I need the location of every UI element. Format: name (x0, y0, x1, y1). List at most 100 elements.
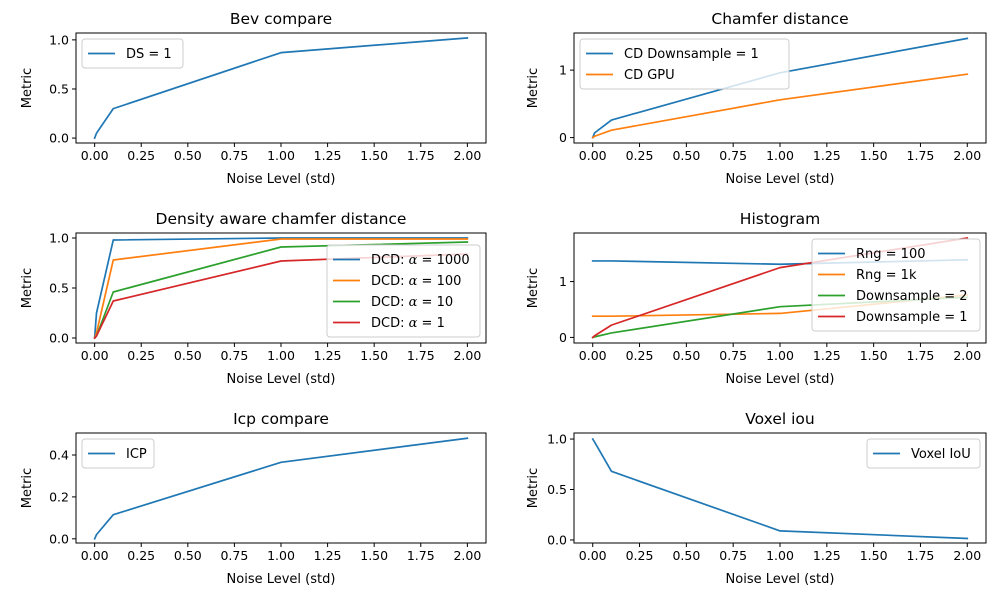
legend-entry: DCD: α = 1 (371, 316, 445, 331)
legend: Voxel IoU (866, 438, 981, 469)
x-tick-label: 0.50 (672, 148, 700, 163)
x-axis-label: Noise Level (std) (726, 372, 835, 387)
x-tick-label: 0.00 (579, 548, 607, 563)
x-tick-label: 1.00 (766, 148, 794, 163)
x-tick-label: 0.25 (127, 148, 155, 163)
x-tick-label: 1.25 (314, 348, 342, 363)
x-tick-label: 0.50 (672, 348, 700, 363)
legend-entry: Rng = 100 (856, 247, 926, 262)
legend-entry: Downsample = 2 (856, 289, 968, 304)
x-tick-label: 1.50 (360, 348, 388, 363)
y-tick-label: 0.0 (49, 331, 69, 346)
x-tick-label: 1.50 (860, 548, 888, 563)
subplot-bev: Bev compare 0.00 0.25 0.50 0.75 1.00 1.25 1.50 1… (20, 10, 487, 187)
series-line-1 (591, 37, 969, 139)
y-axis-label: Metric (526, 268, 541, 308)
x-tick-label: 1.25 (813, 148, 841, 163)
x-tick-label: 1.75 (907, 148, 935, 163)
x-tick-label: 1.00 (267, 348, 295, 363)
x-tick-label: 0.00 (579, 148, 607, 163)
legend-box (81, 38, 184, 69)
chart-title: Bev compare (230, 10, 332, 28)
x-tick-label: 1.50 (360, 548, 388, 563)
x-axis-label: Noise Level (std) (227, 372, 336, 387)
y-tick-label: 0 (559, 330, 567, 345)
x-tick-label: 2.00 (953, 148, 981, 163)
legend-box (811, 238, 981, 332)
x-tick-label: 2.00 (953, 548, 981, 563)
y-tick-label: 1.0 (547, 432, 567, 447)
x-tick-label: 0.25 (127, 548, 155, 563)
y-axis-label: Metric (20, 468, 35, 508)
chart-title: Chamfer distance (711, 10, 848, 28)
x-axis-label: Noise Level (std) (726, 172, 835, 187)
x-axis-label: Noise Level (std) (227, 572, 336, 587)
legend-entry: CD Downsample = 1 (624, 47, 759, 62)
y-tick-label: 0.0 (49, 531, 69, 546)
x-tick-label: 1.25 (314, 148, 342, 163)
y-tick-label: 1.0 (49, 231, 69, 246)
x-tick-label: 0.75 (220, 148, 248, 163)
x-tick-label: 1.00 (267, 148, 295, 163)
x-tick-label: 2.00 (453, 548, 481, 563)
x-tick-label: 0.75 (220, 548, 248, 563)
y-axis-label: Metric (526, 68, 541, 108)
series-line-1 (591, 437, 969, 540)
subplot-histogram: Histogram 0.00 0.25 0.50 0.75 1.00 1.25 1.50 1.7… (526, 210, 987, 387)
x-tick-label: 0.25 (127, 348, 155, 363)
x-tick-label: 0.75 (719, 148, 747, 163)
x-tick-label: 1.75 (907, 548, 935, 563)
legend: Rng = 100 Rng = 1k Downsample = 2 Downsampl… (811, 238, 981, 332)
legend-entry: Rng = 1k (856, 268, 917, 283)
y-tick-label: 1 (559, 63, 567, 78)
legend-box (81, 438, 155, 469)
x-tick-label: 0.50 (174, 148, 202, 163)
y-tick-label: 0.5 (49, 81, 69, 96)
series-line-2 (93, 238, 469, 340)
y-tick-label: 0.0 (547, 532, 567, 547)
x-tick-label: 1.25 (314, 548, 342, 563)
subplot-icp: Icp compare 0.00 0.25 0.50 0.75 1.00 1.25 1.50 1… (20, 410, 487, 587)
legend-entry: CD GPU (624, 68, 675, 83)
y-tick-label: 0.0 (49, 131, 69, 146)
series-line-1 (93, 237, 469, 339)
y-tick-label: 0.2 (49, 489, 69, 504)
legend-entry: ICP (126, 447, 147, 462)
x-tick-label: 1.00 (766, 548, 794, 563)
legend-entry: DCD: α = 100 (371, 274, 461, 289)
subplot-dcd: Density aware chamfer distance 0.00 0.25 0.… (20, 210, 487, 387)
x-tick-label: 0.75 (220, 348, 248, 363)
x-tick-label: 1.25 (813, 348, 841, 363)
subplot-voxel: Voxel iou 0.00 0.25 0.50 0.75 1.00 1.25 1.50 1.7… (526, 410, 987, 587)
y-tick-label: 1 (559, 274, 567, 289)
x-tick-label: 0.25 (626, 348, 654, 363)
y-axis-label: Metric (20, 268, 35, 308)
x-tick-label: 0.75 (719, 348, 747, 363)
legend-box (579, 38, 790, 90)
y-tick-label: 0 (559, 130, 567, 145)
subplot-chamfer: Chamfer distance 0.00 0.25 0.50 0.75 1.00 1.25… (526, 10, 987, 187)
x-tick-label: 1.25 (813, 548, 841, 563)
x-tick-label: 1.50 (860, 148, 888, 163)
series-line-1 (93, 437, 469, 540)
chart-title: Voxel iou (745, 410, 815, 428)
x-tick-label: 0.25 (626, 548, 654, 563)
x-tick-label: 2.00 (453, 348, 481, 363)
legend-entry: DCD: α = 1000 (371, 253, 470, 268)
series-line-1 (93, 36, 469, 140)
legend-entry: DCD: α = 10 (371, 295, 453, 310)
chart-title: Histogram (740, 210, 820, 228)
x-tick-label: 1.75 (907, 348, 935, 363)
x-tick-label: 1.50 (360, 148, 388, 163)
chart-title: Density aware chamfer distance (156, 210, 407, 228)
x-tick-label: 2.00 (453, 148, 481, 163)
y-tick-label: 0.4 (49, 448, 69, 463)
x-axis-label: Noise Level (std) (227, 172, 336, 187)
y-axis-label: Metric (20, 68, 35, 108)
x-tick-label: 0.75 (719, 548, 747, 563)
x-tick-label: 1.00 (766, 348, 794, 363)
x-tick-label: 0.50 (174, 548, 202, 563)
x-tick-label: 0.00 (81, 548, 109, 563)
legend-entry: DS = 1 (126, 47, 172, 62)
